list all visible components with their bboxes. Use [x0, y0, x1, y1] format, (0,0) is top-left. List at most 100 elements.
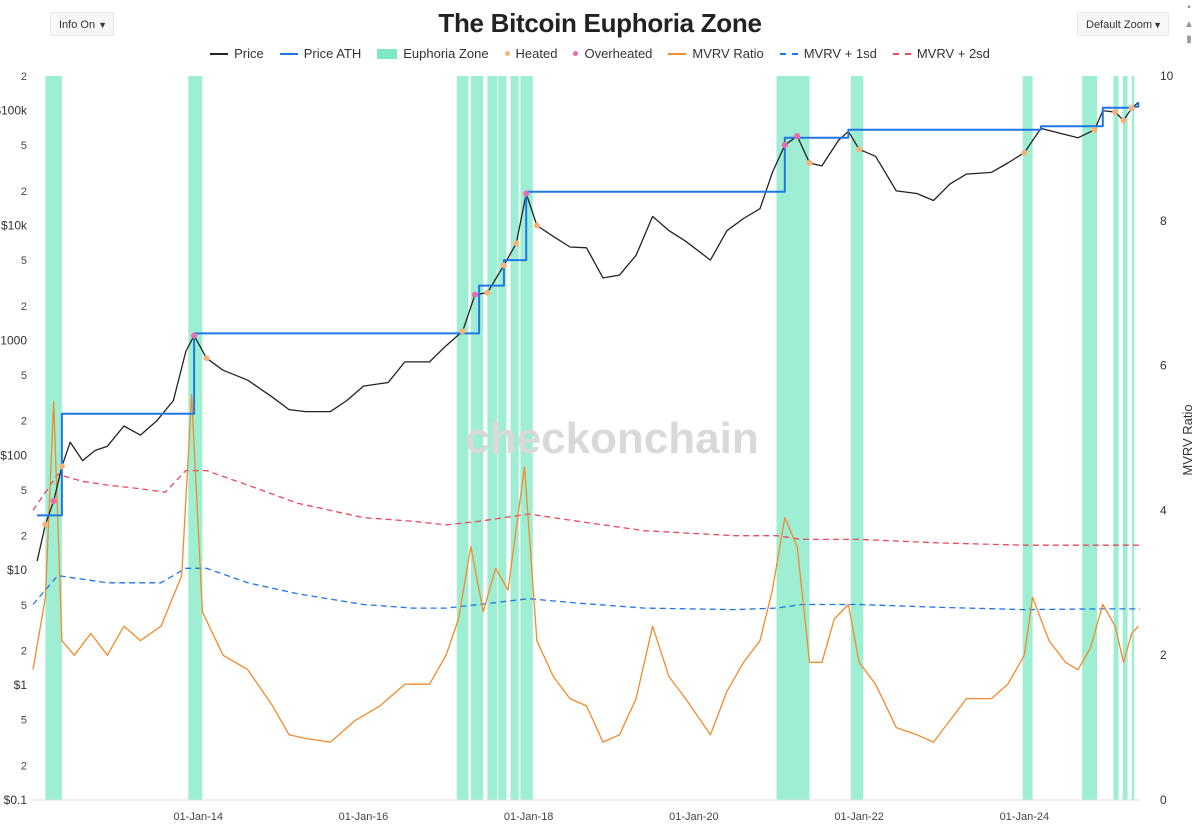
y-left-tick-label: 2 [21, 301, 27, 313]
y-axis-right-title: MVRV Ratio [1180, 404, 1195, 475]
legend-label: MVRV + 2sd [916, 46, 990, 61]
euphoria-zone-band [510, 76, 519, 800]
camera-icon[interactable]: ▪ [1187, 2, 1191, 13]
legend-item[interactable]: Heated [504, 46, 558, 61]
y-left-tick-label: 5 [21, 600, 27, 612]
x-tick-label: 01-Jan-20 [669, 811, 719, 823]
euphoria-zone-band [1113, 76, 1119, 800]
legend-swatch [779, 52, 798, 55]
overheated-marker [523, 190, 530, 197]
y-left-tick-label: 2 [21, 416, 27, 428]
heated-marker [203, 355, 210, 362]
y-axis-right: 0 2 4 6 8 10 [1160, 69, 1174, 807]
euphoria-zone-band [498, 76, 507, 800]
series-line-mvrv-2sd [32, 469, 1140, 546]
heated-marker [459, 328, 466, 335]
y-right-tick-label: 8 [1160, 214, 1167, 228]
y-left-tick-label: $1 [14, 678, 28, 692]
euphoria-zones [45, 76, 1135, 800]
x-tick-label: 01-Jan-24 [1000, 811, 1050, 823]
y-left-tick-label: $10k [1, 218, 28, 232]
euphoria-zone-band [45, 76, 62, 800]
legend-label: Heated [515, 46, 558, 61]
zoom-dropdown[interactable]: Default Zoom ▼ [1077, 12, 1169, 36]
settings-icon[interactable]: ▲ [1184, 19, 1194, 30]
heated-marker [1120, 117, 1127, 124]
heated-marker [806, 159, 813, 166]
legend-label: Overheated [584, 46, 653, 61]
euphoria-zone-band [487, 76, 498, 800]
x-tick-label: 01-Jan-14 [173, 811, 223, 823]
legend-label: Price [234, 46, 264, 61]
plotly-logo-icon[interactable]: ▮ [1186, 34, 1192, 45]
y-left-tick-label: $0.1 [4, 793, 28, 807]
heated-marker [1128, 105, 1135, 112]
euphoria-zone-band [520, 76, 533, 800]
chevron-down-icon: ▼ [1153, 20, 1162, 30]
zoom-label: Default Zoom [1086, 19, 1153, 31]
heated-marker [1112, 109, 1119, 116]
euphoria-zone-band [1122, 76, 1128, 800]
overheated-marker [471, 291, 478, 298]
heated-marker [42, 521, 49, 528]
toolbar-icons: ▪ ▲ ▮ [1182, 0, 1196, 45]
legend-swatch [504, 51, 510, 56]
legend-swatch [892, 52, 911, 55]
legend-item[interactable]: Price [210, 46, 264, 61]
overheated-marker [794, 133, 801, 140]
info-toggle-label: Info On [59, 19, 96, 31]
series-line-mvrv-1sd [32, 567, 1140, 611]
y-left-tick-label: 5 [21, 715, 27, 727]
y-left-tick-label: 2 [21, 760, 27, 772]
legend-swatch [210, 52, 229, 55]
y-left-tick-label: 5 [21, 485, 27, 497]
y-axis-left: $0.1 2 5 $1 2 5 $10 2 5 $100 2 5 $1000 2 5 $10k 2 5 $100k 2 [0, 71, 28, 807]
legend-label: Price ATH [303, 46, 362, 61]
legend-item[interactable]: Price ATH [279, 46, 362, 61]
legend-item[interactable]: Overheated [573, 46, 652, 61]
heated-marker [484, 289, 491, 296]
x-axis: 01-Jan-14 01-Jan-16 01-Jan-18 01-Jan-20 01-J… [33, 799, 1140, 823]
y-right-tick-label: 6 [1160, 359, 1167, 373]
legend-label: MVRV Ratio [692, 46, 764, 61]
y-left-tick-label: 2 [21, 71, 27, 83]
legend-label: Euphoria Zone [403, 46, 489, 61]
heated-marker [500, 262, 507, 269]
heated-marker [58, 463, 65, 470]
euphoria-zone-band [776, 76, 810, 800]
heated-marker [1091, 126, 1098, 133]
heated-marker [533, 222, 540, 229]
x-tick-label: 01-Jan-18 [504, 811, 554, 823]
y-right-tick-label: 2 [1160, 648, 1167, 662]
y-left-tick-label: 5 [21, 140, 27, 152]
y-right-tick-label: 4 [1160, 503, 1167, 517]
legend-item[interactable]: MVRV + 2sd [892, 46, 990, 61]
heated-marker [856, 146, 863, 153]
series-line-mvrv-ratio [32, 393, 1139, 743]
chevron-down-icon: ▼ [98, 20, 107, 30]
legend-item[interactable]: MVRV + 1sd [779, 46, 877, 61]
euphoria-zone-band [1082, 76, 1098, 800]
legend-swatch [377, 48, 398, 59]
chart-title: The Bitcoin Euphoria Zone [438, 8, 762, 38]
series-line-price [36, 101, 1139, 562]
y-left-tick-label: 5 [21, 370, 27, 382]
y-left-tick-label: 2 [21, 186, 27, 198]
heated-marker [513, 240, 520, 247]
overheated-marker [191, 332, 198, 339]
euphoria-zone-band [850, 76, 864, 800]
y-left-tick-label: 2 [21, 646, 27, 658]
info-toggle-dropdown[interactable]: Info On ▼ [50, 12, 114, 36]
heated-marker [1021, 149, 1028, 156]
euphoria-zone-band [456, 76, 469, 800]
euphoria-zone-band [1022, 76, 1033, 800]
y-left-tick-label: $10 [7, 563, 27, 577]
overheated-marker [781, 142, 788, 149]
legend-item[interactable]: MVRV Ratio [668, 46, 764, 61]
y-right-tick-label: 10 [1160, 69, 1174, 83]
x-tick-label: 01-Jan-22 [834, 811, 884, 823]
euphoria-zone-band [1131, 76, 1135, 800]
legend-item[interactable]: Euphoria Zone [377, 46, 489, 61]
y-right-tick-label: 0 [1160, 793, 1167, 807]
